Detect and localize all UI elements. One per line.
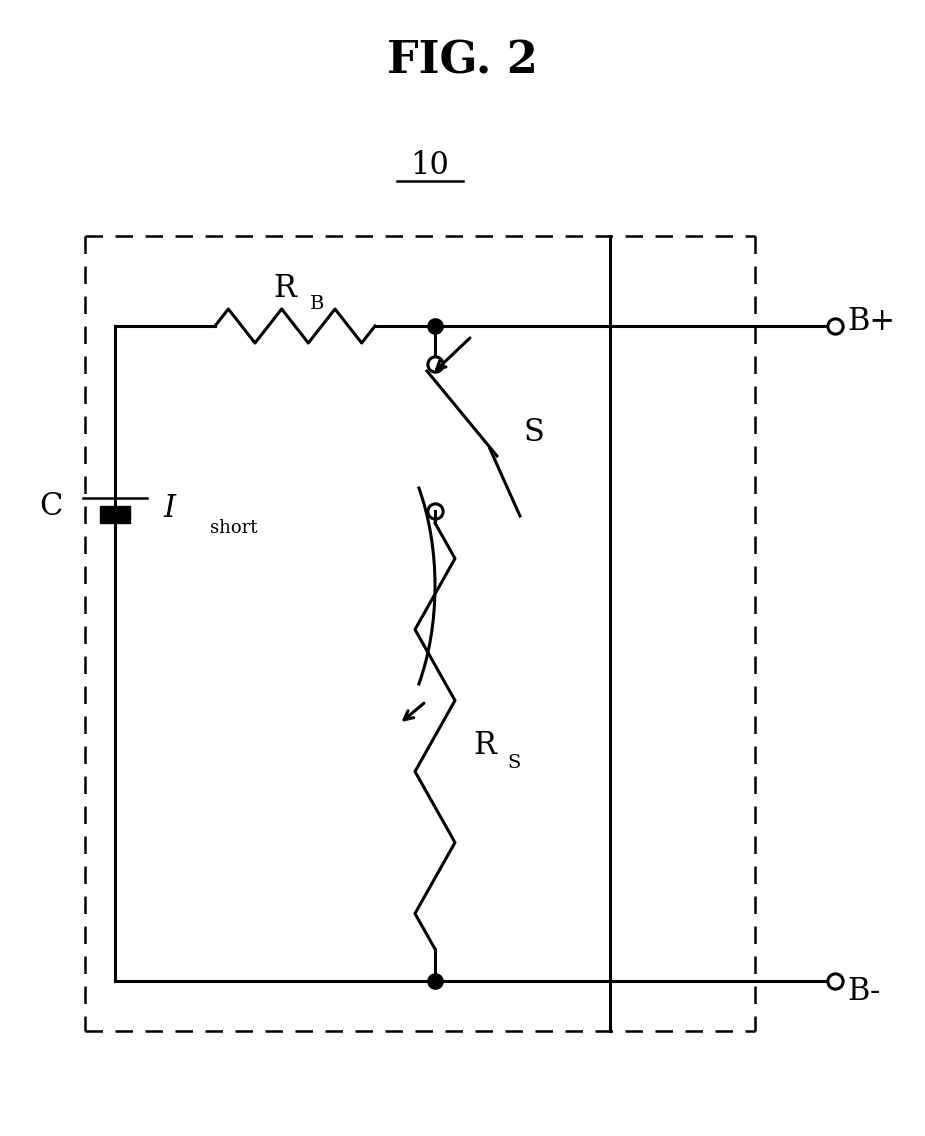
Text: R: R: [473, 730, 496, 761]
Text: S: S: [507, 754, 520, 772]
Text: R: R: [274, 273, 296, 303]
Text: B-: B-: [847, 976, 881, 1006]
Text: B+: B+: [847, 306, 895, 336]
Text: FIG. 2: FIG. 2: [387, 40, 538, 83]
Text: short: short: [210, 519, 257, 537]
Text: C: C: [40, 491, 63, 521]
Text: I: I: [163, 493, 175, 524]
Text: B: B: [310, 295, 324, 314]
Text: 10: 10: [411, 150, 450, 181]
Text: S: S: [523, 417, 544, 448]
FancyBboxPatch shape: [100, 506, 130, 523]
